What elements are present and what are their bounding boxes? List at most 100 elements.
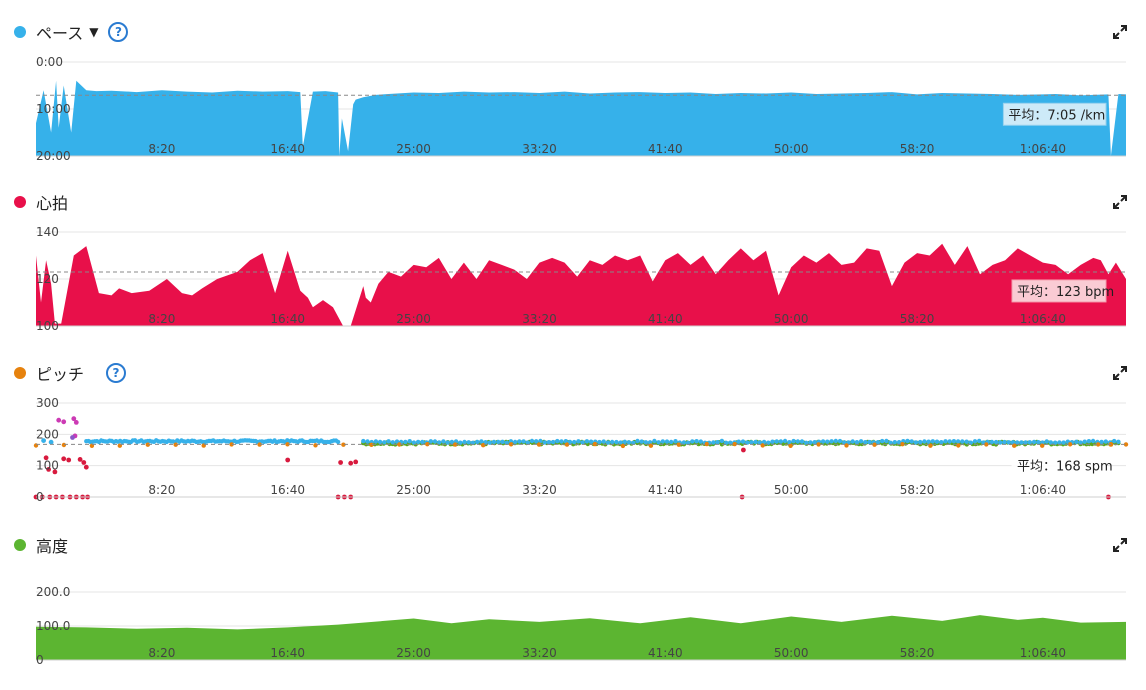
cadence-point [816,442,821,447]
cadence-point [968,440,973,445]
pace-title: ペース [36,24,84,43]
cadence-point [576,439,581,444]
x-tick-label: 50:00 [774,646,809,660]
cadence-point [922,439,927,444]
cadence-point [753,439,758,445]
cadence-point [749,440,754,445]
expand-icon[interactable] [1112,365,1128,381]
elevation-area-series [36,615,1126,660]
cadence-point [782,438,788,444]
cadence-point [812,440,817,445]
cadence-point [559,439,564,444]
cadence-point [257,442,262,447]
x-tick-label: 33:20 [522,483,557,497]
y-tick-label: 100 [36,319,59,333]
x-tick-label: 33:20 [522,142,557,156]
cadence-point [761,439,767,445]
cadence-point [338,460,343,465]
x-tick-label: 41:40 [648,483,683,497]
cadence-point [770,439,775,444]
cadence-point [788,443,793,448]
elevation-legend-dot [14,539,26,551]
cadence-point [844,443,849,448]
cadence-point [369,442,374,447]
elevation-panel: 高度 [0,533,1146,685]
cadence-point [741,447,746,453]
x-tick-label: 16:40 [270,483,305,497]
x-tick-label: 33:20 [522,646,557,660]
x-tick-label: 58:20 [900,312,935,326]
y-tick-label: 10:00 [36,102,71,116]
cadence-point [538,438,543,444]
cadence-point [951,439,957,444]
cadence-point [930,439,935,444]
cadence-point [622,439,627,444]
cadence-point [825,439,830,444]
x-tick-label: 1:06:40 [1020,646,1066,660]
cadence-point [896,440,902,445]
expand-icon[interactable] [1112,24,1128,40]
cadence-point [534,439,539,444]
cadence-point [614,439,619,445]
cadence-point [820,439,826,444]
cadence-point [736,439,741,444]
cadence-point [71,416,77,422]
cadence-point [386,439,391,444]
cadence-point [536,442,542,447]
cadence-point [1057,440,1062,445]
average-label: 平均：123 bpm [1017,285,1114,300]
cadence-point [867,439,872,445]
cadence-point [229,442,234,447]
cadence-point [998,440,1003,445]
cadence-point [353,459,359,465]
cadence-point [1090,438,1096,444]
expand-icon[interactable] [1112,537,1128,553]
x-tick-label: 50:00 [774,142,809,156]
cadence-point [496,439,501,445]
cadence-point [1103,439,1109,444]
help-icon[interactable]: ? [106,363,127,383]
cadence-point [795,439,800,444]
x-tick-label: 8:20 [148,312,175,326]
cadence-point [572,439,577,445]
cadence-point [900,442,905,447]
cadence-point [1023,440,1028,445]
caret-down-icon[interactable]: ▼ [89,25,99,39]
y-tick-label: 20:00 [36,149,71,163]
cadence-point [432,439,438,444]
cadence-point [892,440,897,445]
cadence-point [403,439,408,445]
cadence-point [483,440,488,445]
cadence-point [546,440,552,445]
cadence-point [960,439,965,444]
cadence-point [740,439,746,444]
cadence-point [580,440,585,445]
average-label-box [1011,279,1107,303]
cadence-point [766,440,771,445]
x-tick-label: 41:40 [648,646,683,660]
cadence-point [842,440,847,445]
cadence-point [1012,443,1017,448]
cadence-point [437,440,442,445]
cadence-point [1116,439,1121,444]
cadence-point [83,464,89,470]
cadence-point [567,439,573,445]
cadence-point [808,440,813,445]
cadence-point [934,439,940,444]
x-tick-label: 41:40 [648,312,683,326]
cadence-point [525,440,530,445]
cadence-point [420,439,425,445]
cadence-point [643,440,649,445]
cadence-point [1123,442,1129,447]
expand-icon[interactable] [1112,194,1128,210]
x-tick-label: 25:00 [396,312,431,326]
x-tick-label: 16:40 [270,142,305,156]
cadence-point [928,443,933,448]
cadence-point [1048,440,1054,445]
y-tick-label: 200 [36,427,59,441]
help-icon[interactable]: ? [108,22,129,42]
cadence-point [977,438,982,444]
cadence-point [626,440,632,445]
cadence-point [1067,442,1073,447]
cadence-point [875,440,881,445]
